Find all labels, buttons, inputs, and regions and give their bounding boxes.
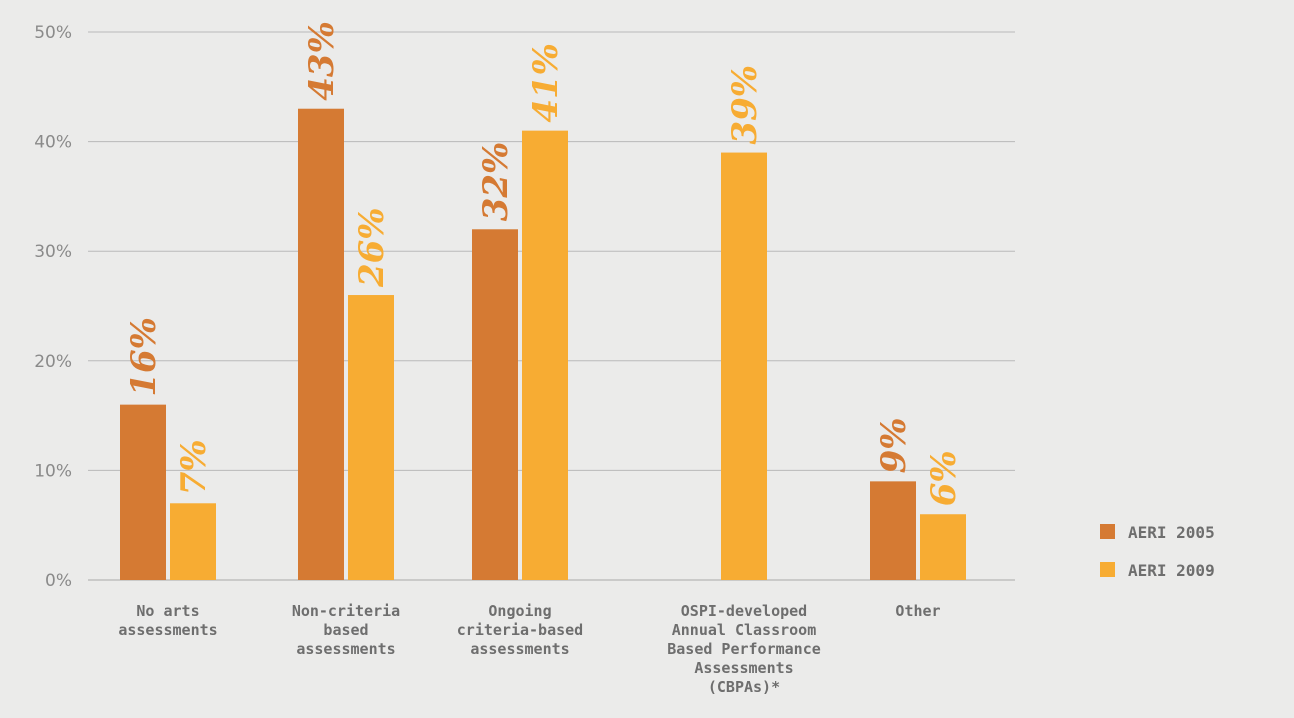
category-label: Other <box>895 602 940 620</box>
category-label: No arts assessments <box>118 602 217 639</box>
y-tick-label: 20% <box>34 352 72 372</box>
data-label: 16% <box>124 317 164 397</box>
category-label: Ongoing criteria-based assessments <box>457 602 583 658</box>
data-label: 41% <box>526 43 566 123</box>
bar-aeri-2009 <box>348 295 394 580</box>
data-label: 6% <box>924 450 964 506</box>
legend-swatch <box>1100 562 1115 577</box>
y-tick-label: 10% <box>34 461 72 481</box>
bar-aeri-2009 <box>721 152 767 580</box>
y-tick-label: 50% <box>34 23 72 43</box>
bar-aeri-2009 <box>170 503 216 580</box>
y-tick-label: 0% <box>45 571 72 591</box>
legend-swatch <box>1100 524 1115 539</box>
y-tick-label: 40% <box>34 133 72 153</box>
legend: AERI 2005 AERI 2009 <box>1100 523 1215 580</box>
category-label: OSPI-developed Annual Classroom Based Perf… <box>667 602 821 696</box>
data-label: 43% <box>302 21 342 101</box>
data-label: 32% <box>476 142 516 222</box>
bars <box>120 108 966 580</box>
data-label: 7% <box>174 439 214 495</box>
bar-aeri-2005 <box>298 108 344 580</box>
legend-label: AERI 2009 <box>1128 561 1215 580</box>
bar-aeri-2009 <box>920 514 966 580</box>
bar-aeri-2005 <box>870 481 916 580</box>
data-label: 9% <box>874 417 914 473</box>
bar-aeri-2005 <box>472 229 518 580</box>
x-axis: No arts assessments Non-criteria based asses… <box>118 602 940 696</box>
y-tick-label: 30% <box>34 242 72 262</box>
data-label: 26% <box>352 207 392 288</box>
bar-aeri-2005 <box>120 404 166 580</box>
bar-aeri-2009 <box>522 130 568 580</box>
data-label: 39% <box>725 65 765 145</box>
legend-label: AERI 2005 <box>1128 523 1215 542</box>
data-labels: 16% 7% 43% 26% 32%41% 39% 9%6% <box>124 21 964 506</box>
category-label: Non-criteria based assessments <box>292 602 400 658</box>
